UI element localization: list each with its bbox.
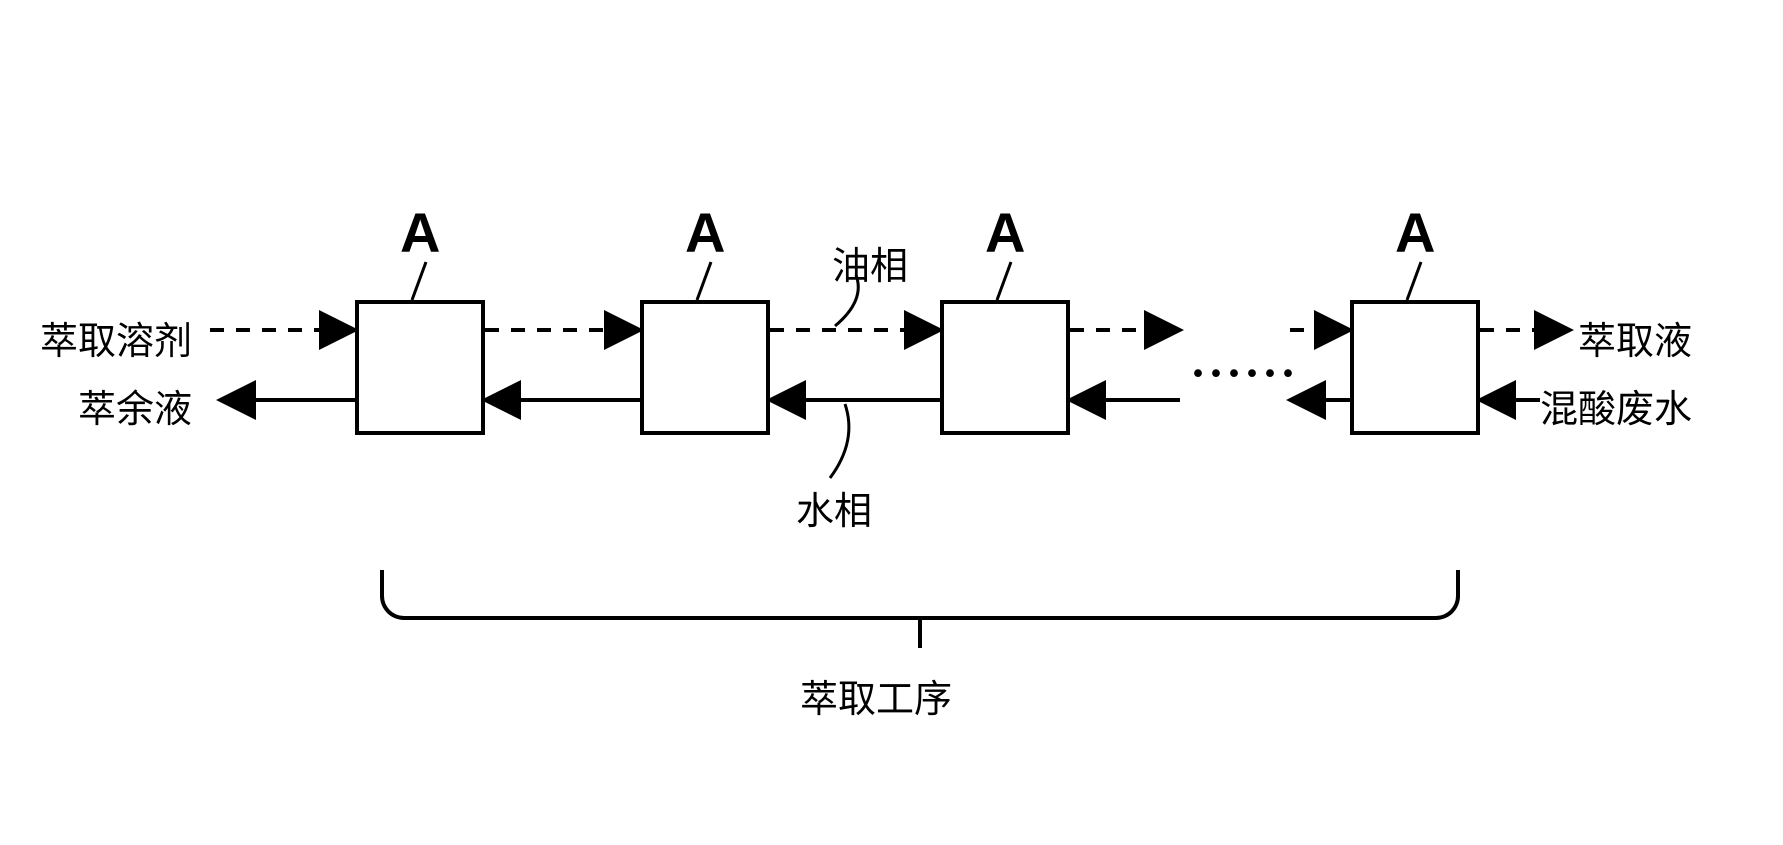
- label-water-phase: 水相: [796, 480, 872, 535]
- stage-box-4: [1350, 300, 1480, 435]
- box-letter-4: A: [1395, 200, 1435, 265]
- ellipsis-dots: ······: [1190, 346, 1298, 401]
- label-extract-out: 萃取液: [1578, 310, 1692, 365]
- label-solvent-in: 萃取溶剂: [40, 310, 192, 365]
- stage-box-3: [940, 300, 1070, 435]
- box-letter-2: A: [685, 200, 725, 265]
- label-mixed-waste: 混酸废水: [1540, 378, 1692, 433]
- label-step-name: 萃取工序: [800, 668, 952, 723]
- stage-box-1: [355, 300, 485, 435]
- box-letter-1: A: [400, 200, 440, 265]
- brace-tail: [918, 620, 922, 648]
- label-raffinate: 萃余液: [78, 378, 192, 433]
- label-oil-phase: 油相: [832, 235, 908, 290]
- bottom-brace: [380, 570, 1460, 620]
- stage-box-2: [640, 300, 770, 435]
- diagram-canvas: A A A A 萃取溶剂 萃余液 萃取液 混酸废水 油相 水相 萃取工序 ···…: [0, 0, 1783, 845]
- box-letter-3: A: [985, 200, 1025, 265]
